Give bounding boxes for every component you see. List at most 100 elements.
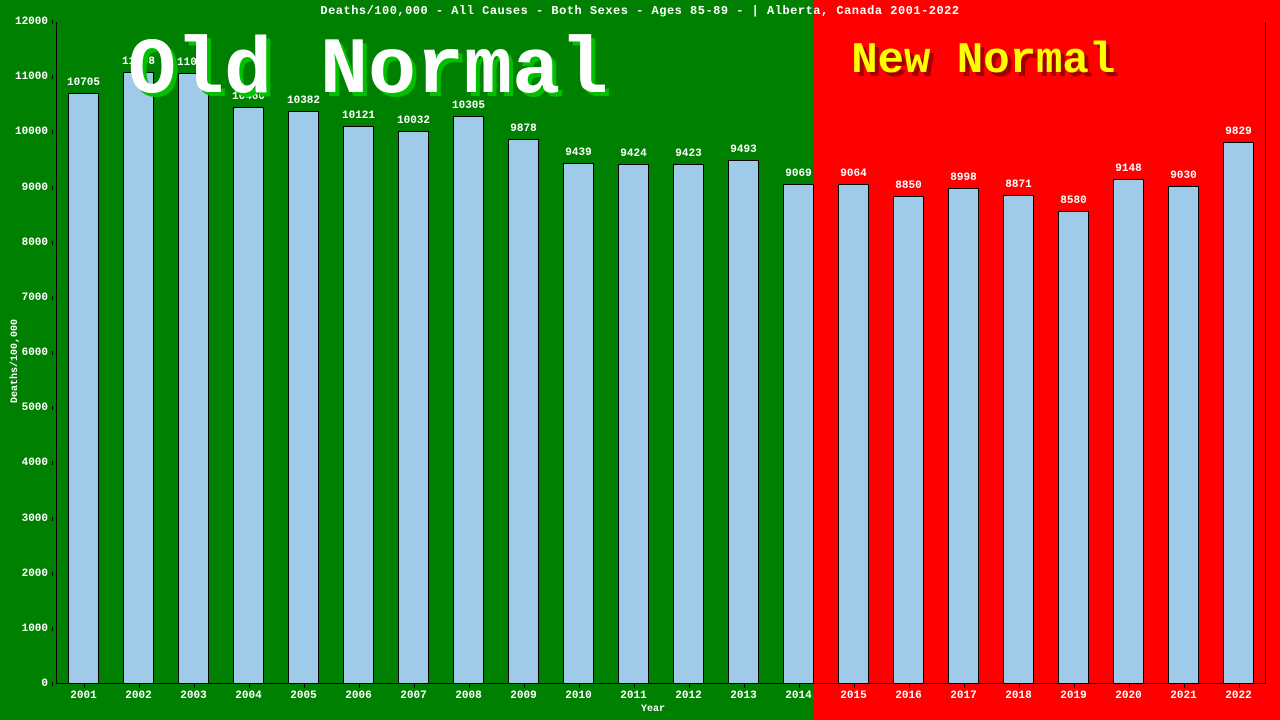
bar — [398, 131, 428, 684]
xtick-line — [744, 684, 745, 688]
ytick-label: 0 — [0, 678, 48, 690]
xtick-label: 2004 — [235, 690, 261, 702]
ytick-line — [52, 682, 53, 686]
xtick-label: 2008 — [455, 690, 481, 702]
bar-value-label: 9069 — [785, 168, 811, 180]
xtick-line — [359, 684, 360, 688]
x-axis-label: Year — [641, 704, 665, 715]
ytick-line — [52, 186, 53, 190]
xtick-line — [1019, 684, 1020, 688]
xtick-label: 2002 — [125, 690, 151, 702]
xtick-label: 2013 — [730, 690, 756, 702]
ytick-label: 6000 — [0, 347, 48, 359]
bar-value-label: 9878 — [510, 123, 536, 135]
xtick-label: 2017 — [950, 690, 976, 702]
bar-value-label: 8850 — [895, 180, 921, 192]
xtick-line — [194, 684, 195, 688]
ytick-label: 4000 — [0, 457, 48, 469]
bar-value-label: 9493 — [730, 144, 756, 156]
ytick-label: 7000 — [0, 292, 48, 304]
xtick-line — [1184, 684, 1185, 688]
y-axis-line — [56, 22, 57, 684]
bar-value-label: 9030 — [1170, 170, 1196, 182]
bar-value-label: 9829 — [1225, 126, 1251, 138]
chart-canvas: Deaths/100,000 - All Causes - Both Sexes… — [0, 0, 1280, 720]
bar-value-label: 8998 — [950, 172, 976, 184]
xtick-line — [909, 684, 910, 688]
bar — [783, 184, 813, 684]
bar — [233, 107, 263, 684]
ytick-label: 10000 — [0, 126, 48, 138]
bar-value-label: 9424 — [620, 148, 646, 160]
ytick-label: 8000 — [0, 237, 48, 249]
bar — [838, 184, 868, 684]
bar-value-label: 9148 — [1115, 163, 1141, 175]
ytick-line — [52, 517, 53, 521]
ytick-line — [52, 130, 53, 134]
bar — [563, 163, 593, 684]
bar — [728, 160, 758, 684]
y-axis-label: Deaths/100,000 — [10, 319, 21, 403]
plot-area — [56, 22, 1266, 684]
ytick-line — [52, 296, 53, 300]
xtick-label: 2006 — [345, 690, 371, 702]
ytick-label: 11000 — [0, 71, 48, 83]
ytick-line — [52, 351, 53, 355]
bar — [178, 73, 208, 684]
bar — [893, 196, 923, 684]
bar-value-label: 8580 — [1060, 195, 1086, 207]
ytick-line — [52, 20, 53, 24]
ytick-label: 1000 — [0, 623, 48, 635]
xtick-line — [249, 684, 250, 688]
y-axis-line-right — [1265, 22, 1266, 684]
ytick-line — [52, 241, 53, 245]
xtick-label: 2012 — [675, 690, 701, 702]
ytick-line — [52, 572, 53, 576]
xtick-label: 2011 — [620, 690, 646, 702]
xtick-line — [799, 684, 800, 688]
xtick-label: 2021 — [1170, 690, 1196, 702]
xtick-label: 2010 — [565, 690, 591, 702]
xtick-line — [414, 684, 415, 688]
xtick-label: 2019 — [1060, 690, 1086, 702]
bar-value-label: 9064 — [840, 168, 866, 180]
bar — [1168, 186, 1198, 684]
xtick-line — [579, 684, 580, 688]
bar — [68, 93, 98, 684]
xtick-line — [304, 684, 305, 688]
xtick-label: 2007 — [400, 690, 426, 702]
xtick-line — [139, 684, 140, 688]
bar — [618, 164, 648, 684]
xtick-line — [689, 684, 690, 688]
xtick-line — [1129, 684, 1130, 688]
bar — [1223, 142, 1253, 684]
xtick-label: 2015 — [840, 690, 866, 702]
xtick-line — [964, 684, 965, 688]
bar — [453, 116, 483, 684]
bar-value-label: 10705 — [67, 77, 100, 89]
bar — [288, 111, 318, 684]
ytick-line — [52, 461, 53, 465]
bar — [673, 164, 703, 684]
overlay-text: Old NormalOld Normal — [128, 26, 608, 117]
xtick-label: 2014 — [785, 690, 811, 702]
xtick-label: 2001 — [70, 690, 96, 702]
bar — [1113, 179, 1143, 684]
xtick-line — [1239, 684, 1240, 688]
bar — [508, 139, 538, 684]
xtick-line — [634, 684, 635, 688]
ytick-label: 5000 — [0, 402, 48, 414]
ytick-label: 12000 — [0, 16, 48, 28]
bar — [1058, 211, 1088, 684]
overlay-text: New NormalNew Normal — [851, 36, 1115, 86]
ytick-line — [52, 406, 53, 410]
xtick-label: 2005 — [290, 690, 316, 702]
xtick-line — [1074, 684, 1075, 688]
ytick-line — [52, 75, 53, 79]
xtick-label: 2016 — [895, 690, 921, 702]
ytick-label: 3000 — [0, 513, 48, 525]
bar — [343, 126, 373, 684]
bar — [123, 72, 153, 684]
xtick-label: 2003 — [180, 690, 206, 702]
bar — [948, 188, 978, 684]
